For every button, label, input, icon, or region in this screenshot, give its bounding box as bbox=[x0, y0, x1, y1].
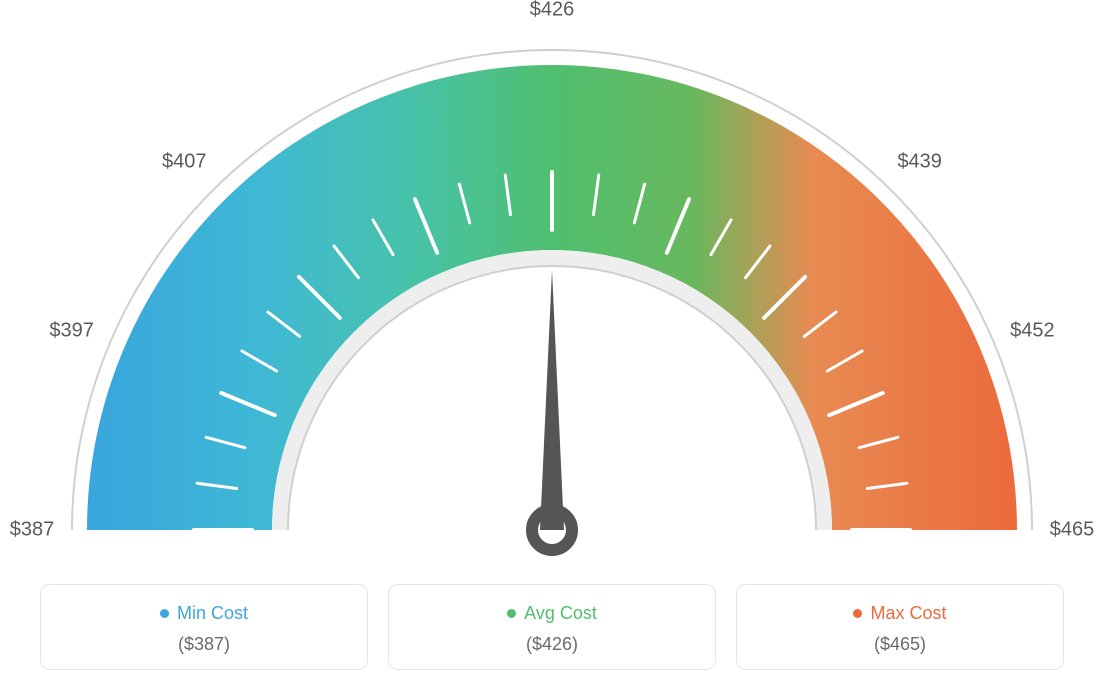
dot-icon bbox=[160, 609, 169, 618]
legend-value: ($465) bbox=[747, 634, 1053, 655]
legend-title-min: Min Cost bbox=[160, 603, 248, 624]
legend-value: ($387) bbox=[51, 634, 357, 655]
gauge-tick-label: $426 bbox=[530, 0, 575, 22]
dot-icon bbox=[507, 609, 516, 618]
gauge-tick-label: $387 bbox=[10, 519, 55, 542]
legend-card-max: Max Cost ($465) bbox=[736, 584, 1064, 670]
gauge-tick-label: $397 bbox=[49, 320, 94, 343]
legend-title-max: Max Cost bbox=[853, 603, 946, 624]
legend-label: Max Cost bbox=[870, 603, 946, 624]
dot-icon bbox=[853, 609, 862, 618]
gauge-area: $387 $397 $407 $426 $439 $452 $465 bbox=[0, 0, 1104, 560]
gauge-tick-label: $439 bbox=[897, 151, 942, 174]
gauge-svg bbox=[0, 0, 1104, 560]
legend-label: Min Cost bbox=[177, 603, 248, 624]
legend-value: ($426) bbox=[399, 634, 705, 655]
legend-card-avg: Avg Cost ($426) bbox=[388, 584, 716, 670]
legend-title-avg: Avg Cost bbox=[507, 603, 597, 624]
gauge-chart-container: $387 $397 $407 $426 $439 $452 $465 Min Cost ($… bbox=[0, 0, 1104, 690]
legend-row: Min Cost ($387) Avg Cost ($426) Max Cost… bbox=[40, 584, 1064, 670]
legend-card-min: Min Cost ($387) bbox=[40, 584, 368, 670]
gauge-tick-label: $407 bbox=[162, 151, 207, 174]
gauge-tick-label: $465 bbox=[1050, 519, 1095, 542]
legend-label: Avg Cost bbox=[524, 603, 597, 624]
gauge-tick-label: $452 bbox=[1010, 320, 1055, 343]
